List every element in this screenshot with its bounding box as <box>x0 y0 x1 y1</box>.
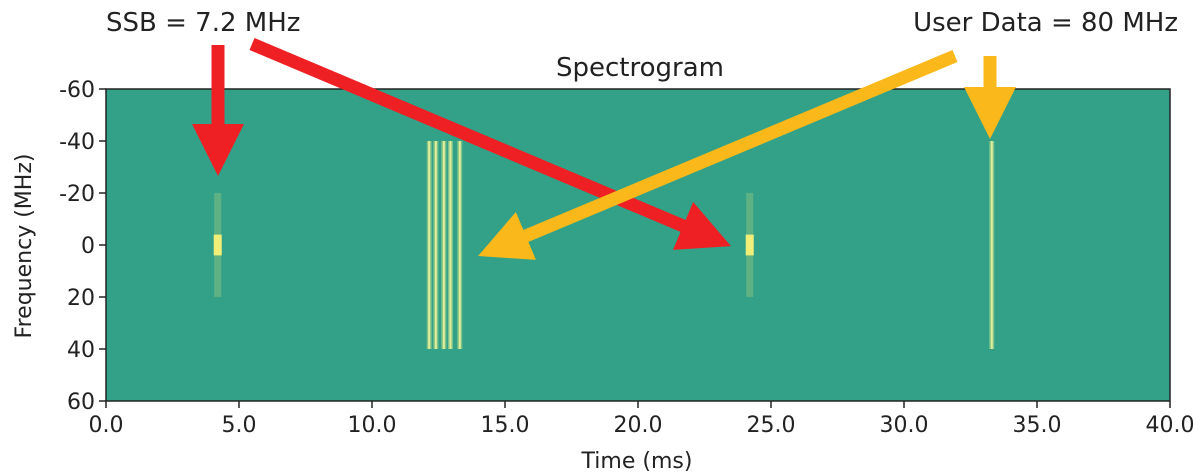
y-tick-label: -20 <box>59 182 95 207</box>
user-data-arrow-diagonal <box>478 50 958 260</box>
x-tick-label: 0.0 <box>89 413 124 438</box>
y-tick-label: -60 <box>59 78 95 103</box>
x-tick-label: 30.0 <box>880 413 929 438</box>
ssb-arrow-diagonal <box>249 38 731 250</box>
user-data-signal-line <box>442 141 445 349</box>
signal-marks <box>213 141 995 349</box>
ssb-signal-peak <box>213 234 222 256</box>
x-tick-label: 20.0 <box>614 413 663 438</box>
user-data-signal-line <box>458 141 461 349</box>
y-tick-label: 0 <box>81 234 95 259</box>
user-data-signal-line <box>428 141 431 349</box>
user-data-signal-line <box>434 141 437 349</box>
y-tick-label: 40 <box>67 338 95 363</box>
x-tick-label: 5.0 <box>222 413 257 438</box>
x-tick-label: 10.0 <box>348 413 397 438</box>
annotation-arrows <box>192 38 1016 260</box>
x-axis-label: Time (ms) <box>581 449 693 474</box>
ssb-annotation: SSB = 7.2 MHz <box>106 8 300 38</box>
x-tick-label: 15.0 <box>481 413 530 438</box>
plot-area <box>105 88 1171 402</box>
axes: 0.0 5.0 10.0 15.0 20.0 25.0 30.0 35.0 40.0 -60 -40… <box>59 78 1194 438</box>
x-tick-label: 40.0 <box>1146 413 1195 438</box>
y-tick-label: 20 <box>67 286 95 311</box>
user-data-annotation: User Data = 80 MHz <box>913 8 1178 38</box>
user-data-signal-line <box>449 141 452 349</box>
chart-title: Spectrogram <box>556 53 724 83</box>
y-axis-label: Frequency (MHz) <box>12 154 37 339</box>
x-tick-label: 25.0 <box>747 413 796 438</box>
y-tick-label: 60 <box>67 390 95 415</box>
x-tick-label: 35.0 <box>1013 413 1062 438</box>
user-data-signal-line <box>990 141 993 349</box>
y-tick-label: -40 <box>59 130 95 155</box>
ssb-signal-peak <box>745 234 754 256</box>
